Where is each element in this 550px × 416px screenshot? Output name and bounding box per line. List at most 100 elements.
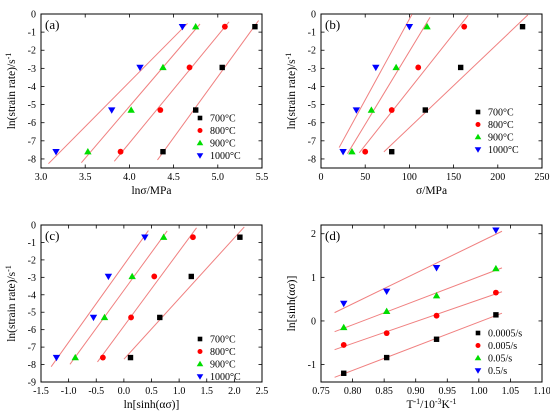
fit-line (81, 23, 201, 163)
y-tick-label: -1 (308, 28, 316, 39)
legend-marker (475, 343, 481, 348)
data-point (84, 147, 92, 155)
y-tick-label: -6 (308, 118, 316, 129)
x-tick-label: 200 (490, 172, 505, 183)
data-point (136, 64, 144, 72)
panel-c: -1.5 -1.0 -0.5 0.0 0.5 1.0 1.5 2.0 2.5 0 -1 -2 -3 -4 -… (4, 221, 268, 412)
fit-line (334, 312, 503, 378)
fit-line (358, 15, 469, 154)
panel-label: (a) (45, 17, 59, 32)
legend-label: 800°C (210, 347, 236, 358)
x-tick-label: 1.0 (173, 386, 186, 397)
data-point (157, 107, 164, 113)
y-tick-label: 0 (31, 221, 36, 232)
y-tick-label: -7 (308, 136, 316, 147)
data-point (157, 314, 163, 321)
x-axis-label: T-1/10-3K-1 (406, 397, 456, 411)
y-tick-label: -4 (28, 82, 36, 93)
x-axis-label: ln[sinh(ασ)] (124, 399, 180, 411)
data-point (348, 147, 356, 155)
data-point (193, 107, 199, 113)
data-point (389, 148, 395, 155)
x-tick-label: 0.90 (407, 386, 425, 397)
data-point (89, 314, 98, 322)
data-point (221, 23, 228, 30)
x-tick-label: -1.0 (61, 386, 77, 397)
data-point (382, 288, 391, 295)
legend-marker (197, 336, 203, 342)
y-tick-label: -5 (308, 100, 316, 111)
x-tick-label: 2.5 (256, 386, 269, 397)
data-point (433, 312, 440, 319)
x-tick-label: 0.0 (118, 386, 131, 397)
data-point (340, 300, 348, 308)
data-point (237, 234, 243, 240)
data-point (492, 227, 500, 234)
x-tick-label: 2.0 (228, 386, 241, 397)
fit-line (334, 291, 503, 351)
data-point (392, 63, 400, 71)
legend-label: 0.5/s (488, 366, 507, 377)
panel-label: (b) (325, 17, 340, 32)
fit-line (50, 230, 149, 367)
y-tick-label: -5 (28, 308, 36, 319)
legend-marker (196, 139, 204, 146)
y-tick-label: -4 (308, 82, 316, 93)
data-point (457, 64, 464, 71)
data-point (383, 330, 390, 337)
data-point (117, 148, 124, 155)
x-tick-label: 1.05 (502, 386, 520, 397)
legend-label: 1000°C (488, 145, 519, 156)
fit-line (347, 16, 431, 154)
panel-label: (d) (325, 228, 340, 243)
plot-frame (320, 224, 543, 383)
legend-marker (196, 374, 204, 380)
x-tick-label: 1.5 (201, 386, 214, 397)
panel-b: 0 50 100 150 200 250 0 -1 -2 -3 -4 -5 -6 -7 -8 700°C800… (284, 10, 550, 198)
data-point (339, 148, 347, 156)
x-tick-label: 0.95 (439, 386, 457, 397)
data-point (432, 265, 441, 272)
legend-label: 1000°C (210, 151, 241, 162)
data-point (341, 370, 347, 376)
legend-label: 0.0005/s (488, 329, 522, 340)
fit-line (338, 13, 413, 148)
data-point (104, 273, 113, 281)
data-point (383, 354, 390, 361)
data-point (372, 64, 380, 72)
fit-line (113, 21, 230, 162)
x-tick-label: -0.5 (88, 386, 104, 397)
legend-marker (474, 133, 482, 140)
fit-line (97, 227, 197, 363)
x-tick-label: 0.85 (375, 386, 393, 397)
data-point (340, 323, 348, 331)
x-tick-label: -1.5 (33, 386, 49, 397)
fit-line (383, 14, 529, 153)
y-tick-label: -1 (28, 238, 36, 249)
y-axis-label: ln(strain rate)/s-1 (4, 53, 18, 130)
y-tick-label: -8 (28, 154, 36, 165)
legend-marker (197, 349, 203, 354)
data-point (388, 107, 395, 113)
y-tick-label: -6 (28, 118, 36, 129)
y-axis-label: ln[sinh(ασ)] (286, 276, 298, 332)
data-point (52, 148, 60, 156)
legend-marker (474, 147, 482, 153)
x-tick-label: 0.80 (344, 386, 362, 397)
x-axis-label: σ/MPa (416, 185, 447, 197)
y-tick-label: -6 (28, 325, 36, 336)
data-point (178, 23, 187, 31)
legend-marker (197, 128, 203, 133)
y-tick-label: -1 (28, 28, 36, 39)
y-tick-label: 0 (31, 10, 36, 21)
legend-label: 700°C (210, 335, 236, 346)
y-tick-label: 2 (311, 229, 316, 240)
legend-label: 800°C (210, 126, 236, 137)
fit-line (123, 226, 245, 360)
y-tick-label: 0 (311, 316, 316, 327)
panel-label: (c) (45, 228, 59, 243)
legend-marker (197, 115, 203, 121)
y-tick-label: -1 (308, 360, 316, 371)
data-point (190, 234, 196, 241)
